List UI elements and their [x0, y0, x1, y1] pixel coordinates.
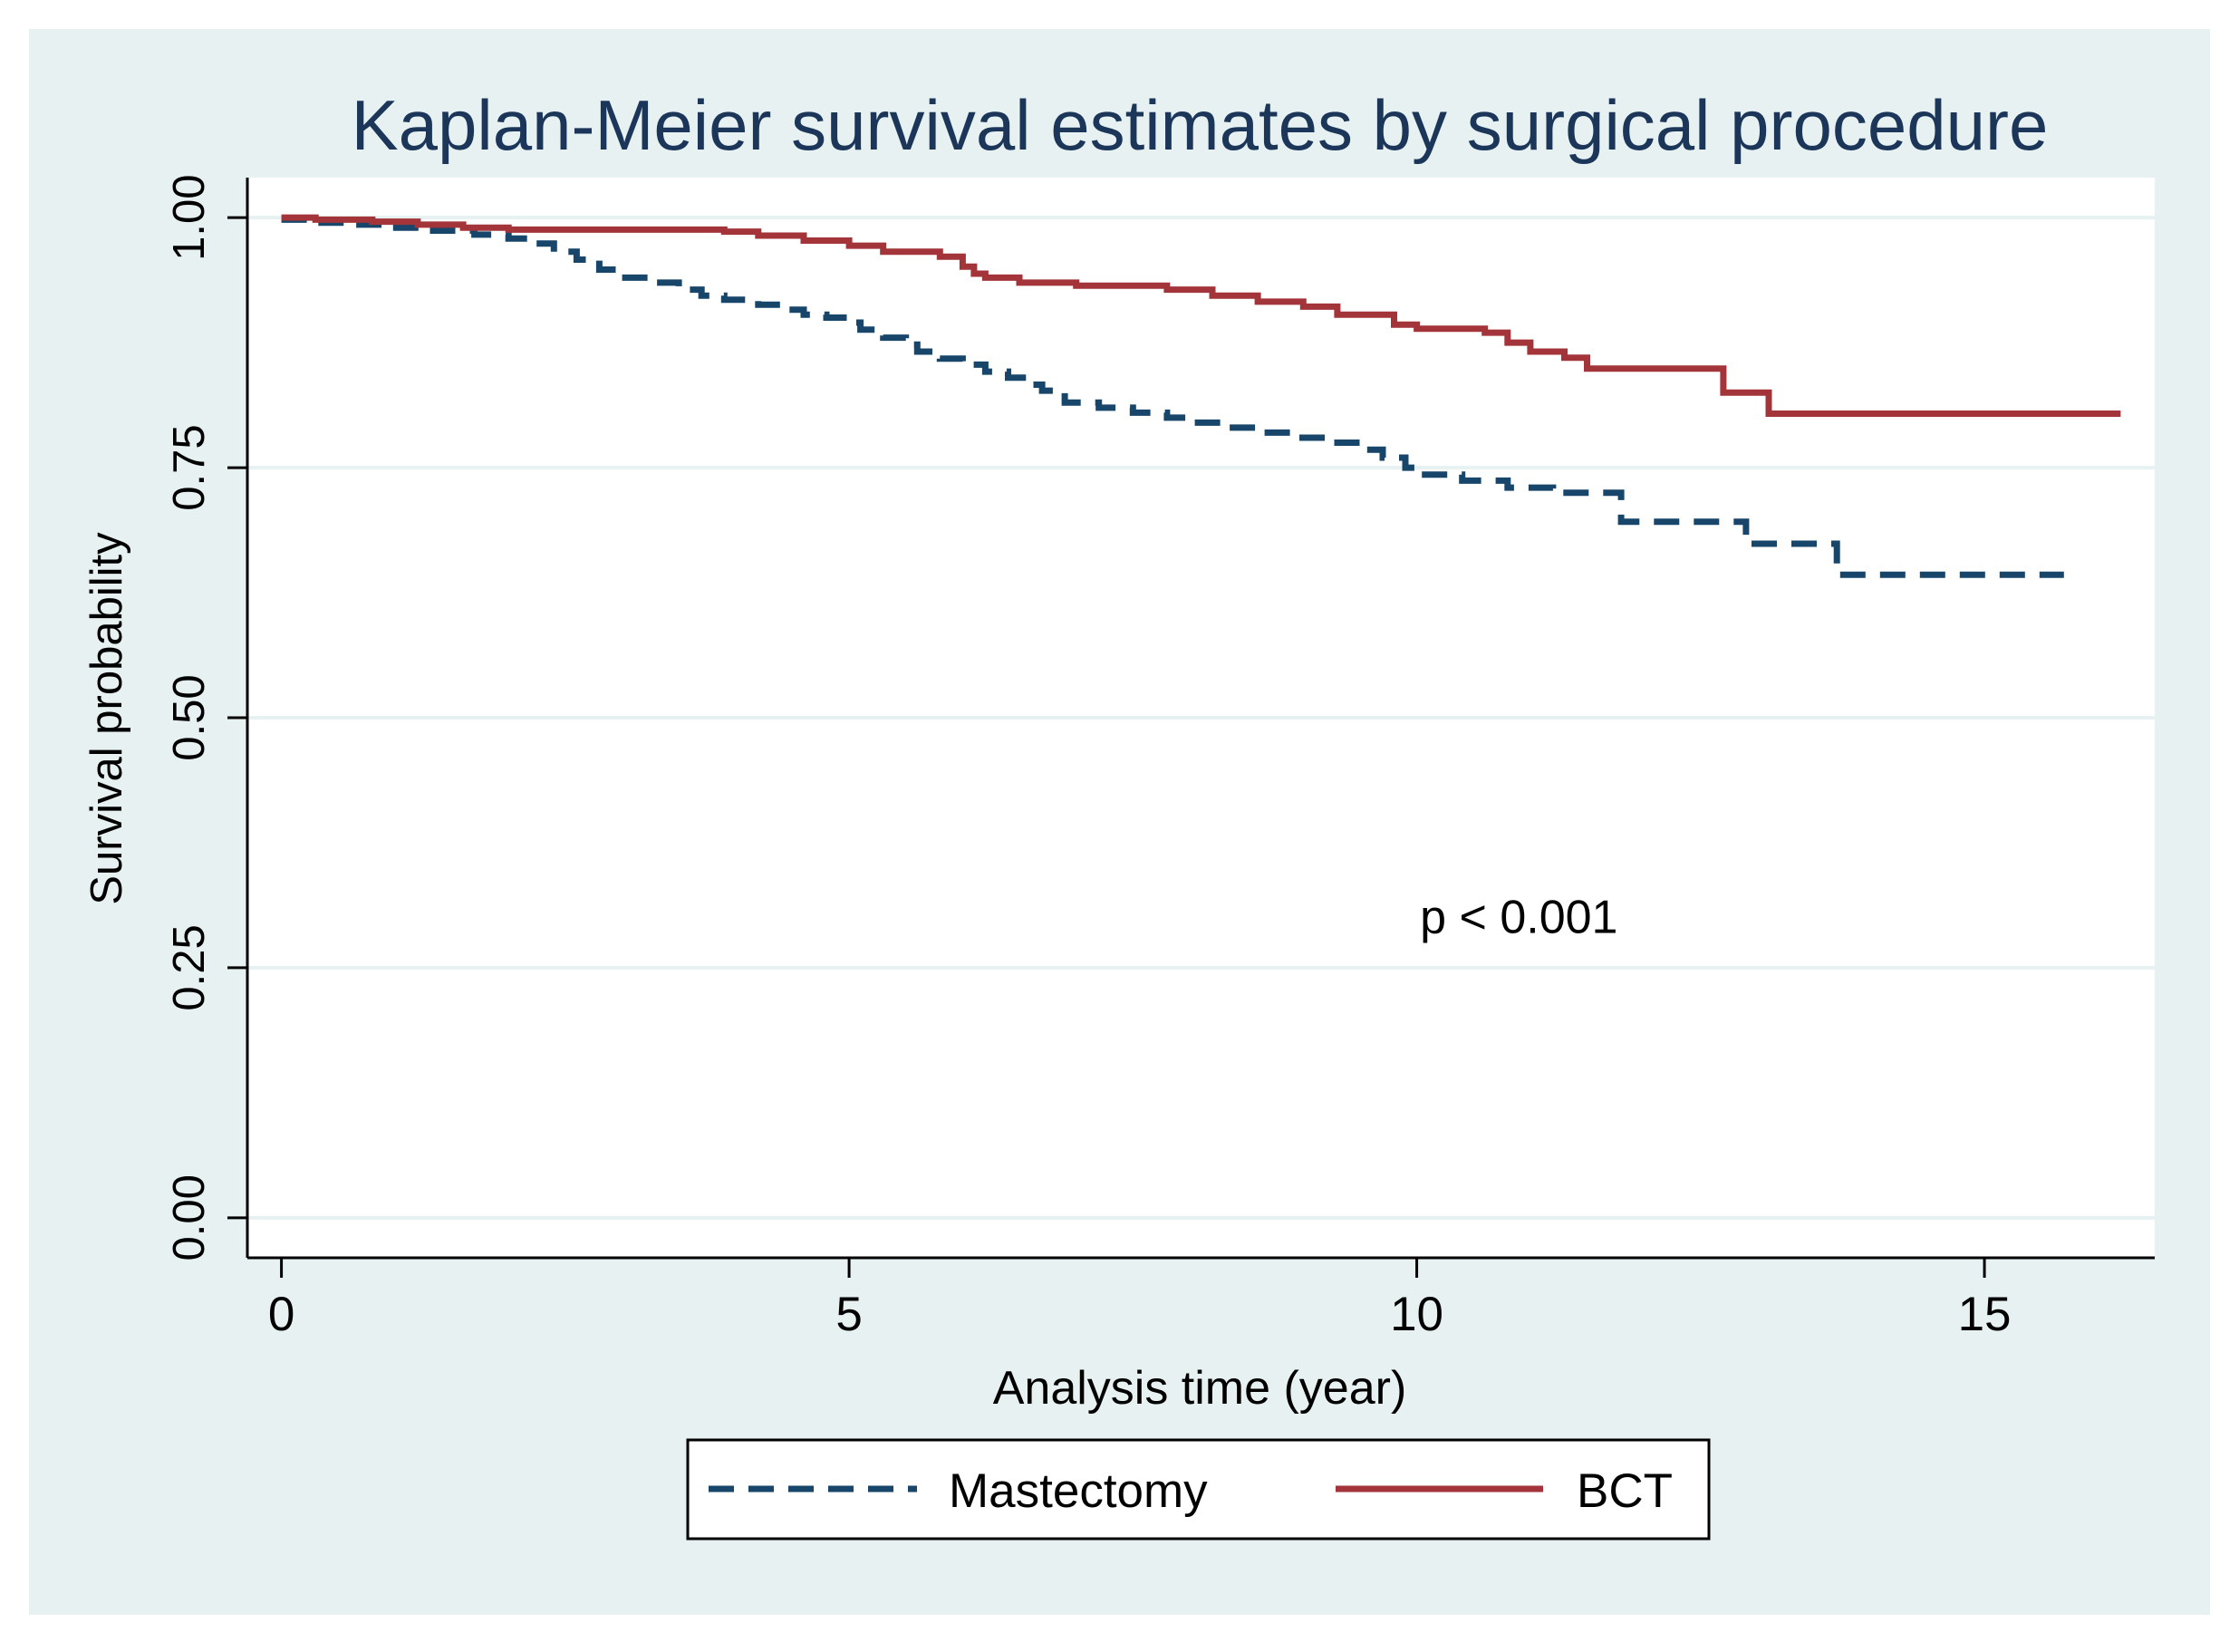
- legend-label-bct: BCT: [1577, 1464, 1673, 1518]
- series-group: [281, 214, 2121, 578]
- x-tick-label-0: 0: [268, 1288, 294, 1341]
- series-line-mastectomy: [281, 216, 2064, 578]
- series-line-bct: [281, 214, 2121, 417]
- x-axis-label: Analysis time (year): [993, 1362, 1407, 1415]
- gridlines: [247, 216, 2155, 1220]
- legend: Mastectomy BCT: [686, 1438, 1711, 1541]
- y-tick-label-3: 0.75: [165, 424, 214, 510]
- chart-title: Kaplan-Meier survival estimates by surgi…: [352, 85, 2049, 165]
- y-tick-label-4: 1.00: [165, 174, 214, 260]
- x-tick-label-3: 15: [1958, 1288, 2012, 1341]
- y-tick-label-1: 0.25: [165, 924, 214, 1010]
- legend-label-mastectomy: Mastectomy: [949, 1464, 1208, 1518]
- y-tick-label-0: 0.00: [165, 1174, 214, 1261]
- y-axis-label: Survival probability: [82, 532, 131, 905]
- axes: 0.00 0.25 0.50 0.75 1.00 0 5 10 15: [165, 174, 2155, 1341]
- x-tick-label-1: 5: [835, 1288, 862, 1341]
- p-value-annotation: p < 0.001: [1420, 891, 1617, 943]
- y-tick-label-2: 0.50: [165, 674, 214, 760]
- x-tick-label-2: 10: [1390, 1288, 1443, 1341]
